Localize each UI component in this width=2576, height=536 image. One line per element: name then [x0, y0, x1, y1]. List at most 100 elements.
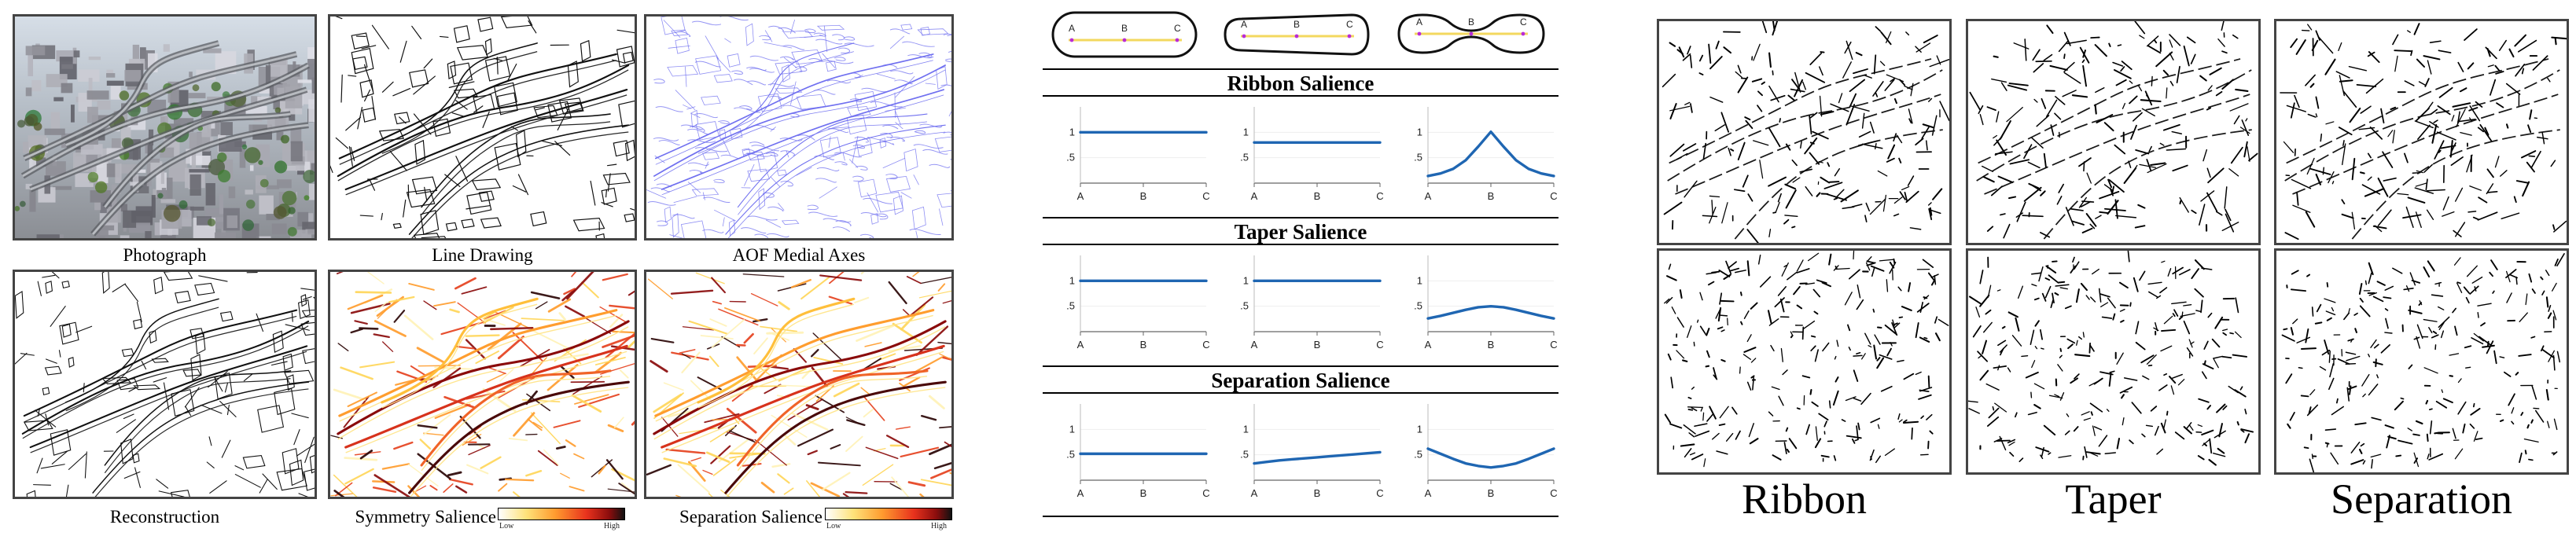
x-tick-label-0: A	[1425, 339, 1432, 351]
x-tick-label-1: B	[1314, 190, 1321, 202]
reconstruction-caption: Reconstruction	[109, 507, 220, 527]
y-tick-label-1: 1	[1069, 126, 1075, 138]
ribbon-big-label: Ribbon	[1741, 475, 1868, 523]
ribbon-salience-title: Ribbon Salience	[1227, 72, 1374, 95]
separation-bottom-panel	[2274, 248, 2569, 475]
line-drawing-panel	[328, 14, 637, 240]
middle-rule-3	[1043, 217, 1558, 218]
shape-3-label-a: A	[1416, 17, 1422, 28]
x-tick-label-1: B	[1488, 487, 1495, 499]
separation-legend-high: High	[931, 522, 947, 530]
y-tick-label-1: 1	[1243, 423, 1249, 435]
x-tick-label-2: C	[1550, 487, 1557, 499]
middle-rule-7	[1043, 516, 1558, 517]
x-tick-label-2: C	[1376, 190, 1383, 202]
separation-chart-3: .5 1 A B C	[1406, 398, 1560, 502]
shape-2-frame: A B C	[1222, 9, 1371, 60]
middle-rule-5	[1043, 365, 1558, 367]
x-tick-label-0: A	[1077, 190, 1084, 202]
taper-top-svg	[1969, 21, 2258, 240]
salience-series-line	[1426, 447, 1555, 469]
taper-bottom-svg	[1968, 251, 2254, 466]
x-tick-label-2: C	[1376, 339, 1383, 351]
aof-caption: AOF Medial Axes	[732, 245, 866, 265]
shape-2-svg: A B C	[1224, 13, 1370, 56]
shape-3-label-b: B	[1468, 17, 1474, 28]
x-tick-label-2: C	[1202, 487, 1209, 499]
taper-chart-3-svg: .5 1 A B C	[1414, 255, 1558, 351]
separation-chart-1-svg: .5 1 A B C	[1066, 404, 1210, 499]
shape-2-label-c: C	[1346, 19, 1353, 30]
ribbon-chart-2: .5 1 A B C	[1232, 101, 1386, 205]
x-tick-label-1: B	[1488, 190, 1495, 202]
line-drawing-caption: Line Drawing	[432, 245, 533, 265]
separation-chart-3-svg: .5 1 A B C	[1414, 404, 1558, 499]
middle-rule-4	[1043, 244, 1558, 245]
x-tick-label-0: A	[1425, 487, 1432, 499]
ribbon-chart-1-svg: .5 1 A B C	[1066, 107, 1210, 202]
taper-salience-title: Taper Salience	[1234, 220, 1367, 244]
taper-chart-1: .5 1 A B C	[1058, 249, 1213, 354]
separation-salience-title: Separation Salience	[1211, 369, 1390, 392]
shape-1-label-b: B	[1121, 23, 1128, 34]
separation-top-svg	[2280, 23, 2567, 240]
y-tick-label-0: .5	[1414, 300, 1422, 312]
shape-3-frame: A B C	[1396, 6, 1547, 61]
separation-top-panel	[2274, 19, 2569, 245]
y-tick-label-0: .5	[1414, 449, 1422, 461]
separation-big-label: Separation	[2331, 475, 2512, 523]
y-tick-label-0: .5	[1066, 152, 1075, 163]
salience-series-line	[1253, 450, 1382, 465]
y-tick-label-1: 1	[1417, 126, 1422, 138]
separation-legend-bar	[825, 508, 952, 520]
middle-rule-1	[1043, 68, 1558, 70]
y-tick-label-1: 1	[1069, 274, 1075, 286]
y-tick-label-0: .5	[1066, 449, 1075, 461]
taper-top-panel	[1966, 19, 2261, 245]
ribbon-chart-3: .5 1 A B C	[1406, 101, 1560, 205]
taper-chart-1-svg: .5 1 A B C	[1066, 255, 1210, 351]
x-tick-label-0: A	[1077, 339, 1084, 351]
shape-1-label-a: A	[1069, 23, 1075, 34]
taper-chart-2: .5 1 A B C	[1232, 249, 1386, 354]
y-tick-label-1: 1	[1243, 126, 1249, 138]
ribbon-top-panel	[1657, 19, 1952, 245]
shape-2-label-b: B	[1294, 19, 1300, 30]
shape-1-label-c: C	[1174, 23, 1181, 34]
y-tick-label-0: .5	[1240, 152, 1249, 163]
y-tick-label-1: 1	[1417, 274, 1422, 286]
photograph-image	[15, 17, 315, 238]
x-tick-label-0: A	[1251, 339, 1258, 351]
photograph-caption: Photograph	[123, 245, 207, 265]
aof-medial-axes-panel	[644, 14, 954, 240]
separation-bottom-svg	[2281, 253, 2565, 472]
taper-chart-3: .5 1 A B C	[1406, 249, 1560, 354]
x-tick-label-1: B	[1140, 190, 1147, 202]
ribbon-top-svg	[1662, 21, 1949, 243]
separation-caption: Separation Salience	[679, 507, 822, 527]
y-tick-label-1: 1	[1417, 423, 1422, 435]
x-tick-label-1: B	[1314, 339, 1321, 351]
salience-series-line	[1426, 130, 1555, 178]
y-tick-label-0: .5	[1066, 300, 1075, 312]
salience-series-line	[1426, 304, 1555, 320]
ribbon-chart-3-svg: .5 1 A B C	[1414, 107, 1558, 202]
x-tick-label-2: C	[1376, 487, 1383, 499]
shape-3-label-c: C	[1520, 17, 1527, 28]
shape-3-svg: A B C	[1397, 13, 1545, 54]
separation-chart-2: .5 1 A B C	[1232, 398, 1386, 502]
x-tick-label-1: B	[1314, 487, 1321, 499]
x-tick-label-0: A	[1251, 190, 1258, 202]
x-tick-label-2: C	[1202, 190, 1209, 202]
symmetry-legend-low: Low	[499, 522, 514, 530]
shape-1-svg: A B C	[1051, 11, 1198, 58]
y-tick-label-0: .5	[1414, 152, 1422, 163]
x-tick-label-0: A	[1251, 487, 1258, 499]
y-tick-label-1: 1	[1243, 274, 1249, 286]
x-tick-label-1: B	[1140, 339, 1147, 351]
x-tick-label-1: B	[1140, 487, 1147, 499]
y-tick-label-0: .5	[1240, 449, 1249, 461]
ribbon-chart-1: .5 1 A B C	[1058, 101, 1213, 205]
line-drawing-image	[330, 17, 635, 238]
aof-medial-axes-image	[646, 17, 951, 238]
